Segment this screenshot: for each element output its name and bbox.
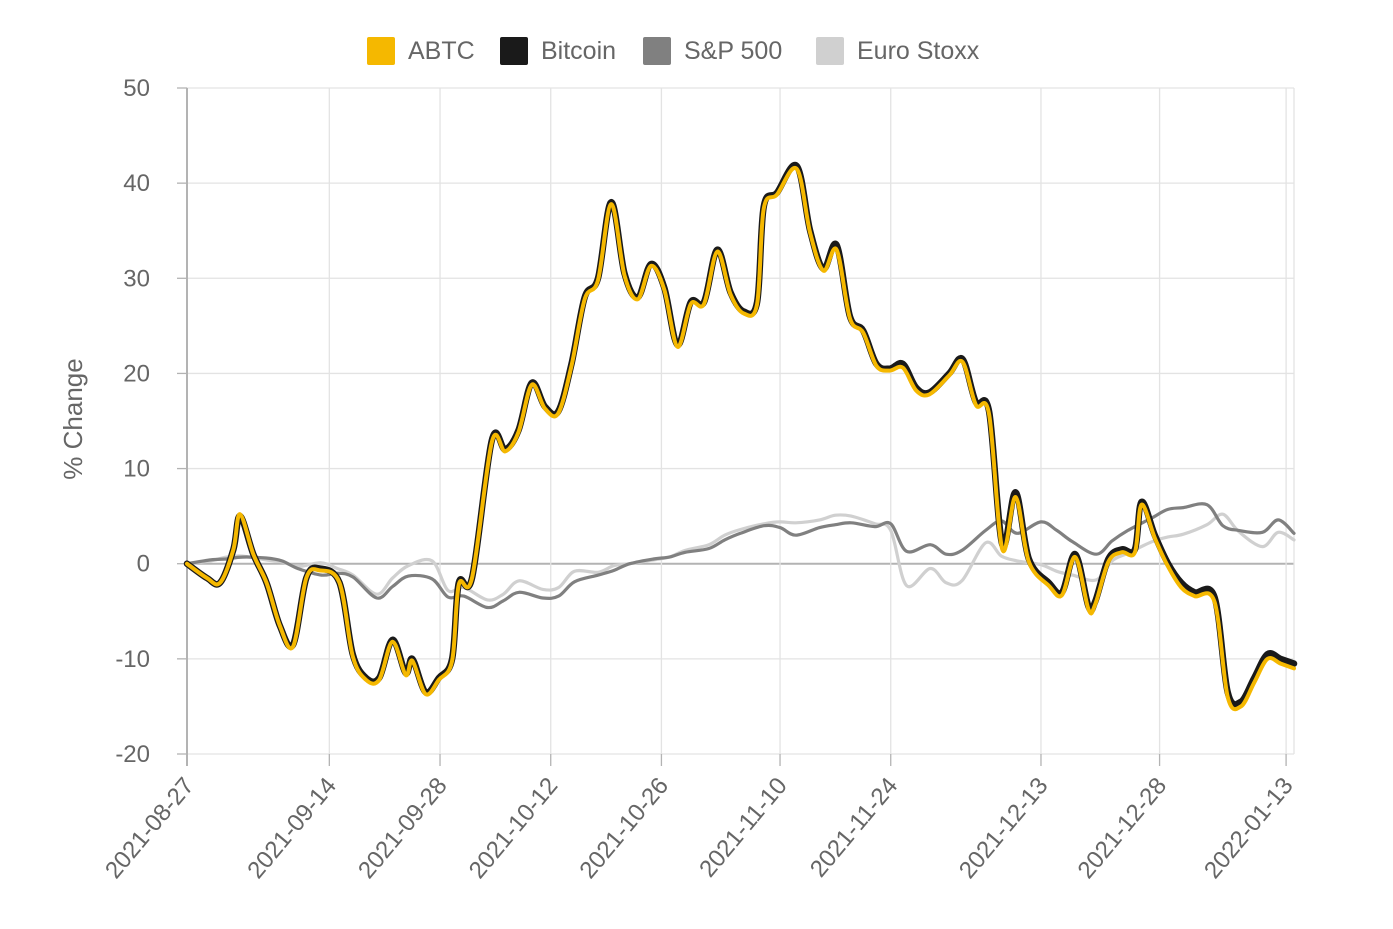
legend-item-euro-stoxx[interactable]: Euro Stoxx — [816, 37, 980, 65]
x-tick-label: 2021-09-28 — [353, 773, 453, 884]
y-tick-label: -20 — [115, 741, 150, 768]
y-tick-label: 0 — [137, 551, 150, 578]
legend-item-abtc[interactable]: ABTC — [367, 37, 475, 65]
legend-swatch — [643, 37, 671, 65]
legend-swatch — [500, 37, 528, 65]
series-line-bitcoin — [183, 161, 1298, 708]
series-line-abtc — [185, 165, 1296, 712]
y-tick-label: 30 — [123, 265, 150, 292]
series-line-s-p-500 — [185, 502, 1296, 610]
legend-item-s-p-500[interactable]: S&P 500 — [643, 37, 782, 65]
chart-axes — [177, 87, 188, 766]
chart-legend: ABTC Bitcoin S&P 500 Euro Stoxx — [367, 37, 980, 65]
legend-label: S&P 500 — [684, 37, 782, 65]
x-tick-label: 2021-08-27 — [100, 773, 200, 884]
legend-swatch — [367, 37, 395, 65]
y-tick-label: -10 — [115, 646, 150, 673]
y-tick-label: 50 — [123, 75, 150, 102]
chart-grid — [186, 87, 1295, 766]
x-tick-label: 2021-11-10 — [694, 773, 792, 883]
y-tick-label: 10 — [123, 456, 150, 483]
legend-label: Euro Stoxx — [857, 37, 980, 65]
x-tick-label: 2021-09-14 — [242, 773, 342, 884]
x-tick-label: 2021-11-24 — [805, 773, 903, 883]
y-axis-title: % Change — [58, 358, 88, 479]
x-axis-ticks: 2021-08-27 2021-09-14 2021-09-28 2021-10-12… — [100, 773, 1299, 884]
x-tick-label: 2021-12-13 — [954, 773, 1054, 884]
y-tick-label: 40 — [123, 170, 150, 197]
y-tick-label: 20 — [123, 360, 150, 387]
legend-label: Bitcoin — [541, 37, 616, 65]
x-tick-label: 2021-12-28 — [1073, 773, 1173, 884]
x-tick-label: 2022-01-13 — [1199, 773, 1299, 884]
legend-label: ABTC — [408, 37, 475, 65]
chart-series — [183, 161, 1298, 712]
series-line-euro-stoxx — [185, 512, 1296, 602]
legend-item-bitcoin[interactable]: Bitcoin — [500, 37, 616, 65]
legend-swatch — [816, 37, 844, 65]
y-axis-ticks: 50 40 30 20 10 0 -10 -20 — [115, 75, 150, 768]
x-tick-label: 2021-10-26 — [574, 773, 674, 884]
x-tick-label: 2021-10-12 — [464, 773, 564, 884]
